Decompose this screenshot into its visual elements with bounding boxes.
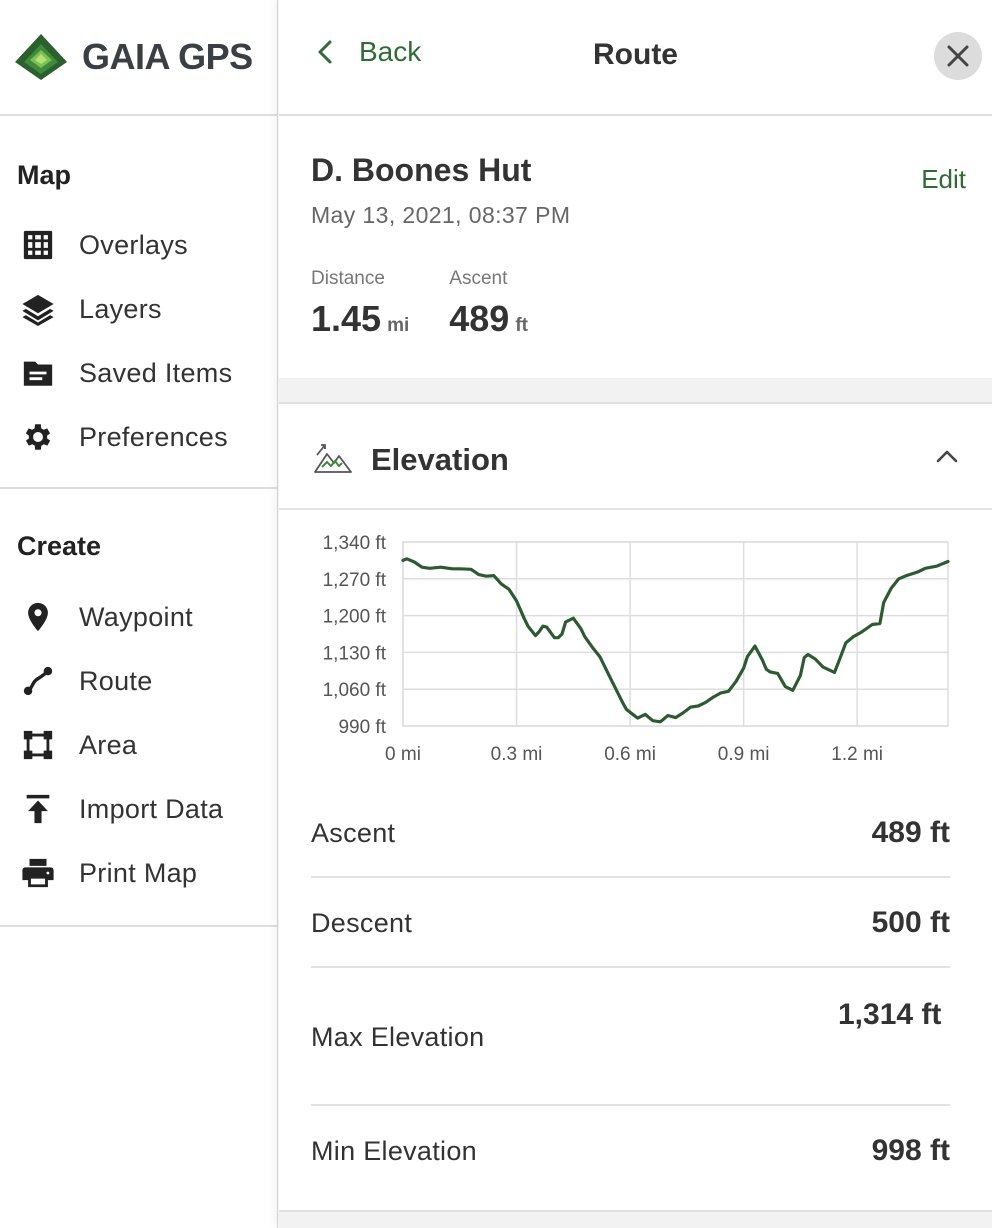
close-button[interactable] [934,32,982,80]
layers-icon [20,291,56,327]
upload-icon [20,791,56,827]
x-tick-label: 0.6 mi [604,744,656,765]
close-icon [947,45,969,67]
panel-header: Back Route [279,0,992,116]
section-title-map: Map [17,160,71,190]
x-tick-label: 0 mi [385,744,421,765]
stat-unit: ft [515,315,528,336]
chevron-up-icon[interactable] [934,446,960,466]
stat-unit: mi [387,315,410,336]
elevation-series-line [401,557,950,724]
sidebar-item-label: Preferences [79,421,228,452]
route-icon [20,663,56,699]
y-tick-label: 1,340 ft [323,533,387,554]
stat-value: 489 [449,298,510,339]
bottom-divider [279,1210,992,1228]
stat-value: 1.45 [311,298,382,339]
metric-row-max-elevation: Max Elevation 1,314 ft [311,968,950,1106]
sidebar-item-label: Area [79,729,138,760]
chevron-left-icon [318,40,332,64]
elevation-metrics: Ascent 489 ft Descent 500 ft Max Elevati… [279,788,992,1196]
sidebar-item-route[interactable]: Route [0,649,277,713]
sidebar-item-label: Print Map [79,857,198,888]
sidebar-item-overlays[interactable]: Overlays [0,213,277,277]
stat-label: Distance [311,268,385,289]
y-tick-label: 1,200 ft [323,607,387,628]
grid-icon [20,227,56,263]
metric-label: Ascent [311,818,396,848]
x-tick-label: 1.2 mi [831,744,883,765]
back-button[interactable]: Back [315,36,421,68]
x-tick-label: 0.3 mi [491,744,543,765]
metric-value: 500 ft [871,906,950,939]
sidebar-item-saved-items[interactable]: Saved Items [0,341,277,405]
gear-icon [20,419,56,455]
metric-row-min-elevation: Min Elevation 998 ft [311,1106,950,1196]
sidebar-item-label: Overlays [79,229,188,260]
create-section: Create Waypoint Route Area Import Data [0,489,277,927]
y-tick-label: 990 ft [338,717,386,738]
metric-label: Min Elevation [311,1136,477,1166]
back-label: Back [359,36,422,67]
section-divider [279,378,992,404]
route-detail-panel: Back Route D. Boones Hut May 13, 2021, 0… [279,0,992,1228]
sidebar-item-label: Route [79,665,153,696]
metric-value: 489 ft [871,816,950,849]
metric-row-descent: Descent 500 ft [311,878,950,968]
route-summary: D. Boones Hut May 13, 2021, 08:37 PM Edi… [279,116,992,378]
sidebar-item-label: Waypoint [79,601,193,632]
panel-title: Route [593,38,678,71]
sidebar-item-area[interactable]: Area [0,713,277,777]
route-name: D. Boones Hut [311,152,532,188]
sidebar-item-waypoint[interactable]: Waypoint [0,585,277,649]
elevation-title: Elevation [371,442,509,477]
metric-value: 998 ft [871,1134,950,1167]
elevation-chart-svg: 990 ft 1,060 ft 1,130 ft 1,200 ft 1,270 ft 1,… [323,533,950,765]
stat-distance: Distance 1.45 mi [311,268,409,340]
edit-button[interactable]: Edit [921,164,966,194]
printer-icon [20,855,56,891]
map-pin-icon [20,599,56,635]
area-icon [20,727,56,763]
metric-label: Max Elevation [311,1022,485,1052]
route-stats: Distance 1.45 mi Ascent 489 ft [311,268,568,340]
folder-icon [20,355,56,391]
metric-label: Descent [311,908,413,938]
stat-label: Ascent [449,268,508,289]
x-tick-label: 0.9 mi [718,744,770,765]
stat-ascent: Ascent 489 ft [449,268,528,340]
sidebar-item-print-map[interactable]: Print Map [0,841,277,905]
sidebar-item-label: Layers [79,293,162,324]
plot-frame [402,541,949,727]
logo-text: GAIA GPS [82,36,253,77]
metric-value: 1,314 ft [838,998,942,1031]
elevation-header[interactable]: Elevation [279,404,992,510]
sidebar-item-layers[interactable]: Layers [0,277,277,341]
y-tick-label: 1,270 ft [323,570,387,591]
sidebar-item-preferences[interactable]: Preferences [0,405,277,469]
sidebar-item-label: Saved Items [79,357,233,388]
sidebar-item-import-data[interactable]: Import Data [0,777,277,841]
section-title-create: Create [17,531,102,561]
y-tick-label: 1,060 ft [323,680,387,701]
metric-row-ascent: Ascent 489 ft [311,788,950,878]
y-tick-label: 1,130 ft [323,643,387,664]
sidebar: GAIA GPS Map Overlays Layers Saved Items [0,0,278,1228]
logo[interactable]: GAIA GPS [0,0,277,116]
elevation-icon [314,444,352,473]
map-section: Map Overlays Layers Saved Items Preferen [0,116,277,489]
gaia-logo-icon [15,34,67,80]
route-date: May 13, 2021, 08:37 PM [311,202,571,228]
sidebar-item-label: Import Data [79,793,224,824]
elevation-chart: 990 ft 1,060 ft 1,130 ft 1,200 ft 1,270 ft 1,… [279,510,992,788]
